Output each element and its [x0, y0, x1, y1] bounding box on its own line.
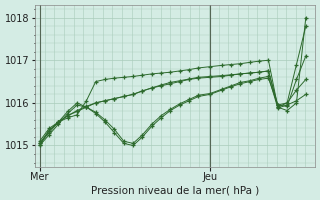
X-axis label: Pression niveau de la mer( hPa ): Pression niveau de la mer( hPa )	[91, 185, 259, 195]
